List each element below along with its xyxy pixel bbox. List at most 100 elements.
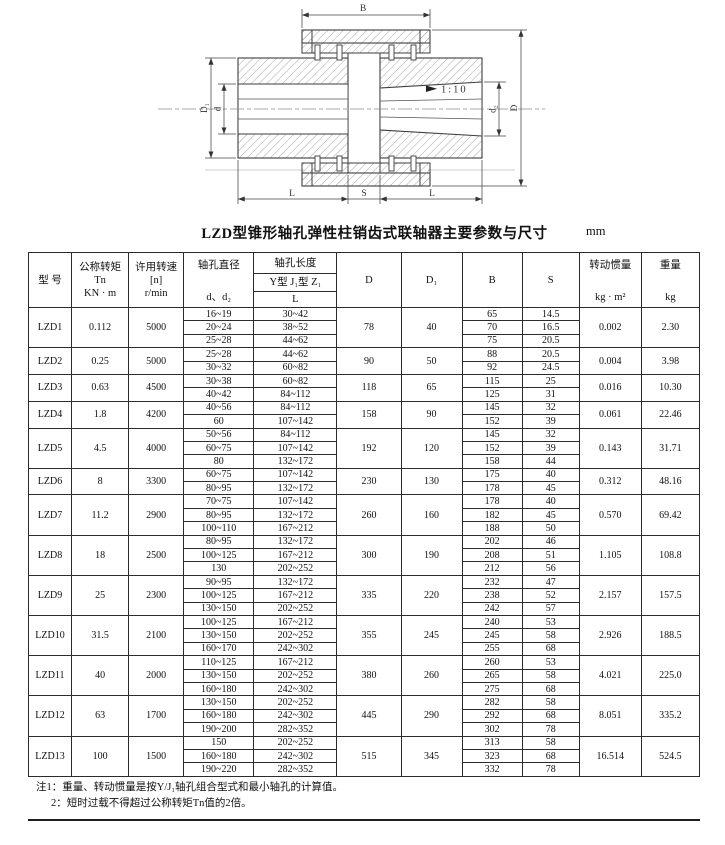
dim-label-D1: D₁	[199, 103, 209, 113]
cell-model: LZD2	[27, 347, 73, 375]
cell-D: 90	[336, 347, 402, 375]
table-row: 130~150 202~252 242 57	[29, 601, 700, 616]
cell-B: 152	[461, 414, 523, 429]
sleeve-web	[347, 52, 381, 174]
col-header-D: D	[336, 252, 402, 308]
cell-S: 16.5	[521, 320, 580, 335]
cell-bore-length: 167~212	[253, 614, 338, 630]
header-row: 型 号 公称转矩 Tn KN · m 许用转速 [n] r/min 轴孔直径 d…	[27, 252, 701, 308]
cell-bore-length: 107~142	[253, 494, 338, 509]
cell-weight: 108.8	[640, 534, 701, 576]
cell-bore-diameter: 30~38	[183, 373, 255, 389]
table-row: LZD12 63 1700 130~150 202~252 445 290 282 58 8.05…	[27, 695, 701, 737]
cell-weight: 48.16	[640, 467, 701, 496]
cell-S: 58	[521, 735, 580, 750]
cell-bore-length: 44~62	[253, 347, 338, 362]
dim-d	[218, 83, 236, 135]
cell-S: 39	[521, 414, 580, 429]
col-header-B: B	[461, 252, 523, 308]
cell-weight: 3.98	[640, 347, 701, 375]
cell-S: 20.5	[521, 347, 580, 362]
dim-label-S: S	[361, 189, 366, 199]
cell-bore-length: 44~62	[253, 333, 338, 349]
cell-bore-length: 84~112	[253, 427, 338, 442]
cell-inertia: 0.312	[578, 467, 642, 496]
cell-D1: 65	[400, 373, 463, 402]
cell-bore-length: 132~172	[253, 574, 338, 590]
cell-bore-diameter: 130	[183, 561, 255, 576]
cell-D1: 220	[400, 574, 463, 616]
cell-bore-diameter: 160~170	[183, 641, 255, 657]
cell-S: 40	[521, 467, 580, 483]
cell-speed: 4000	[128, 427, 185, 469]
cell-bore-diameter: 16~19	[183, 306, 255, 322]
table-row: 190~220 282~352 332 78	[29, 762, 700, 777]
cell-torque: 0.112	[71, 306, 130, 349]
table-row: 100~125 167~212 208 51	[29, 548, 700, 563]
cell-weight: 335.2	[640, 695, 701, 737]
cell-D1: 50	[400, 347, 463, 375]
cell-speed: 2900	[128, 494, 185, 536]
cell-bore-diameter: 80~95	[183, 481, 255, 496]
cell-S: 68	[521, 748, 580, 764]
cell-D1: 290	[400, 695, 463, 737]
table-row: 160~180 242~302 275 68	[29, 681, 700, 697]
cell-inertia: 0.570	[578, 494, 642, 536]
cell-speed: 2500	[128, 534, 185, 576]
cell-bore-length: 38~52	[253, 320, 338, 335]
cell-S: 57	[521, 601, 580, 616]
cell-bore-diameter: 40~42	[183, 387, 255, 402]
coupling-drawing: 1:10 B D D₁ d	[0, 0, 725, 218]
cell-speed: 3300	[128, 467, 185, 496]
cell-weight: 225.0	[640, 655, 701, 697]
cell-B: 242	[461, 601, 523, 616]
table-row: LZD1 0.112 5000 16~19 30~42 78 40 65 14.5 0.002 2.…	[27, 306, 701, 349]
cell-model: LZD4	[27, 400, 73, 429]
cell-inertia: 0.061	[578, 400, 642, 429]
sleeve-flange-top	[301, 29, 431, 44]
table-row: LZD9 25 2300 90~95 132~172 335 220 232 47 2.157 15…	[27, 574, 701, 616]
table-row: 160~180 242~302 323 68	[29, 748, 700, 764]
cell-B: 70	[461, 320, 523, 335]
cell-bore-length: 84~112	[253, 387, 338, 402]
sleeve-ring-top	[311, 42, 421, 54]
cell-bore-length: 60~82	[253, 360, 338, 375]
cell-D: 118	[336, 373, 402, 402]
cell-B: 75	[461, 333, 523, 349]
unit-label: mm	[586, 224, 606, 238]
cell-bore-length: 202~252	[253, 628, 338, 643]
cell-bore-diameter: 20~24	[183, 320, 255, 335]
cell-D1: 160	[400, 494, 463, 536]
cell-bore-length: 30~42	[253, 306, 338, 322]
cell-S: 52	[521, 588, 580, 603]
cell-B: 240	[461, 614, 523, 630]
cell-D1: 260	[400, 655, 463, 697]
table-row: 60 107~142 152 39	[29, 414, 700, 429]
dim-d2	[484, 81, 506, 137]
cell-S: 40	[521, 494, 580, 509]
flange-cap	[301, 162, 313, 187]
cell-inertia: 8.051	[578, 695, 642, 737]
col-header-inertia: 转动惯量 kg · m²	[578, 252, 642, 308]
cell-bore-length: 282~352	[253, 762, 338, 777]
cell-S: 78	[521, 722, 580, 737]
cell-speed: 1500	[128, 735, 185, 777]
cell-B: 232	[461, 574, 523, 590]
cell-torque: 100	[71, 735, 130, 777]
cell-model: LZD11	[27, 655, 73, 697]
dim-label-d: d	[213, 106, 223, 111]
col-header-model: 型 号	[27, 252, 73, 308]
cell-torque: 63	[71, 695, 130, 737]
col-header-bore-diameter: 轴孔直径 d、d₂	[183, 252, 255, 308]
cell-bore-length: 167~212	[253, 548, 338, 563]
cell-torque: 1.8	[71, 400, 130, 429]
cell-speed: 4200	[128, 400, 185, 429]
cell-model: LZD12	[27, 695, 73, 737]
cell-weight: 157.5	[640, 574, 701, 616]
cell-S: 24.5	[521, 360, 580, 375]
cell-S: 39	[521, 440, 580, 456]
cell-B: 175	[461, 467, 523, 483]
cell-S: 32	[521, 400, 580, 416]
dim-B	[301, 9, 431, 28]
